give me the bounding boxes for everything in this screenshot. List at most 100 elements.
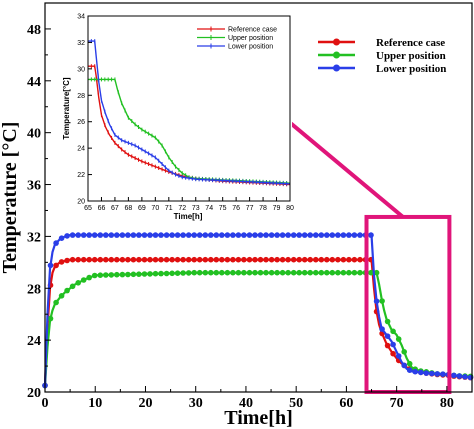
main-series-2-marker-25 (180, 232, 186, 238)
main-series-2-marker-31 (213, 232, 220, 238)
inset-y-tick-label-3: 26 (77, 119, 85, 126)
main-series-2-marker-50 (318, 232, 325, 238)
zoom-connector-line (286, 119, 405, 219)
main-series-0-marker-22 (163, 256, 170, 263)
main-series-1-marker-55 (346, 269, 352, 276)
inset-x-tick-label-0: 65 (84, 205, 92, 212)
main-series-2-marker-75 (456, 373, 463, 379)
main-series-0-marker-14 (119, 256, 126, 263)
main-series-1-marker-66 (406, 360, 413, 367)
main-series-2-marker-70 (429, 370, 435, 377)
main-series-1-marker-48 (307, 269, 314, 276)
inset-x-tick-label-13: 78 (259, 205, 267, 212)
main-series-1-marker-45 (290, 269, 297, 276)
main-legend-label-0: Reference case (376, 37, 445, 49)
main-series-2-marker-5 (69, 232, 76, 238)
main-series-1-marker-47 (301, 269, 308, 276)
main-series-0-marker-8 (86, 256, 92, 263)
main-series-0-marker-10 (97, 256, 104, 263)
main-series-0-marker-41 (268, 256, 275, 263)
main-series-0-marker-13 (114, 256, 120, 263)
main-series-2-marker-76 (462, 374, 468, 380)
main-series-1-marker-32 (219, 269, 225, 276)
main-series-0-marker-45 (290, 256, 297, 263)
main-series-1-marker-37 (246, 269, 253, 276)
main-series-1-marker-41 (268, 269, 275, 276)
main-series-1-marker-53 (335, 269, 341, 276)
main-series-0-marker-39 (257, 256, 264, 263)
main-series-0-marker-21 (158, 256, 164, 263)
main-series-2-marker-69 (423, 370, 430, 376)
main-series-1-marker-6 (75, 280, 81, 286)
main-series-2-marker-39 (257, 232, 264, 238)
main-y-tick-label-1: 24 (27, 334, 41, 349)
main-series-2-marker-13 (114, 232, 120, 238)
main-y-tick-label-6: 44 (27, 75, 41, 90)
main-series-2-marker-4 (64, 233, 70, 239)
main-series-0-marker-48 (307, 256, 314, 263)
main-series-0-marker-42 (274, 256, 280, 263)
main-series-2-marker-61 (379, 326, 385, 332)
main-series-0-marker-9 (91, 256, 98, 263)
main-series-1-marker-33 (224, 269, 231, 276)
inset-y-tick-label-5: 30 (77, 66, 85, 73)
main-series-0-marker-4 (64, 257, 70, 264)
main-series-2-marker-6 (75, 232, 81, 238)
main-series-2-marker-17 (136, 232, 142, 238)
main-series-2-marker-44 (285, 232, 291, 238)
main-series-1-marker-30 (208, 269, 214, 276)
main-series-2-marker-47 (301, 232, 308, 238)
main-series-2-marker-56 (351, 232, 358, 238)
main-series-1-marker-56 (351, 269, 358, 276)
main-series-0-marker-28 (196, 256, 203, 263)
main-series-2-marker-65 (401, 362, 408, 369)
main-series-0-marker-35 (235, 256, 242, 263)
main-series-0-marker-15 (125, 256, 131, 263)
main-series-0-marker-27 (191, 256, 197, 263)
main-series-0-marker-34 (230, 256, 236, 263)
main-series-1-marker-13 (114, 271, 120, 278)
main-series-0-marker-43 (279, 256, 286, 263)
main-series-0-marker-20 (152, 256, 159, 263)
main-series-0-marker-24 (174, 256, 181, 263)
main-series-1-marker-24 (174, 270, 181, 277)
main-series-1-marker-28 (196, 269, 203, 276)
inset-x-tick-label-12: 77 (246, 205, 254, 212)
main-legend-marker-2 (333, 64, 340, 72)
main-series-0-marker-29 (202, 256, 209, 263)
main-series-2-marker-8 (86, 232, 92, 238)
main-series-0-marker-63 (390, 350, 396, 357)
main-series-2-marker-53 (335, 232, 341, 238)
main-series-1-marker-23 (169, 270, 175, 277)
main-series-2-marker-24 (174, 232, 181, 238)
main-series-0-marker-46 (296, 256, 303, 263)
main-series-0-marker-51 (324, 256, 330, 263)
main-series-1-marker-35 (235, 269, 242, 276)
main-x-tick-label-2: 20 (138, 396, 152, 411)
inset-x-tick-label-7: 72 (178, 205, 186, 212)
main-series-2-marker-72 (440, 371, 446, 378)
main-series-1-marker-18 (141, 271, 148, 277)
main-series-0-marker-18 (141, 256, 148, 263)
main-axes-frame (44, 2, 473, 393)
inset-legend-label-0: Reference case (228, 27, 277, 34)
main-x-axis-title: Time[h] (224, 407, 293, 429)
main-series-0-marker-23 (169, 256, 175, 263)
main-series-1-marker-7 (80, 277, 87, 283)
main-series-1-marker-29 (202, 269, 209, 276)
main-series-0-marker-52 (329, 256, 336, 263)
main-series-1-marker-50 (318, 269, 325, 276)
main-series-1-marker-19 (147, 271, 153, 277)
main-y-tick-label-2: 28 (27, 282, 41, 297)
main-series-1-marker-4 (64, 287, 70, 294)
main-series-0-marker-37 (246, 256, 253, 263)
inset-y-tick-label-6: 32 (77, 40, 85, 47)
main-series-2-marker-35 (235, 232, 242, 238)
main-series-2-marker-3 (58, 235, 65, 241)
main-y-axis-title: Temperature [°C] (0, 122, 21, 274)
main-x-tick-label-5: 50 (289, 396, 303, 411)
main-series-2-marker-43 (279, 232, 286, 238)
main-series-1-marker-46 (296, 269, 303, 276)
main-series-2-marker-55 (346, 232, 352, 238)
